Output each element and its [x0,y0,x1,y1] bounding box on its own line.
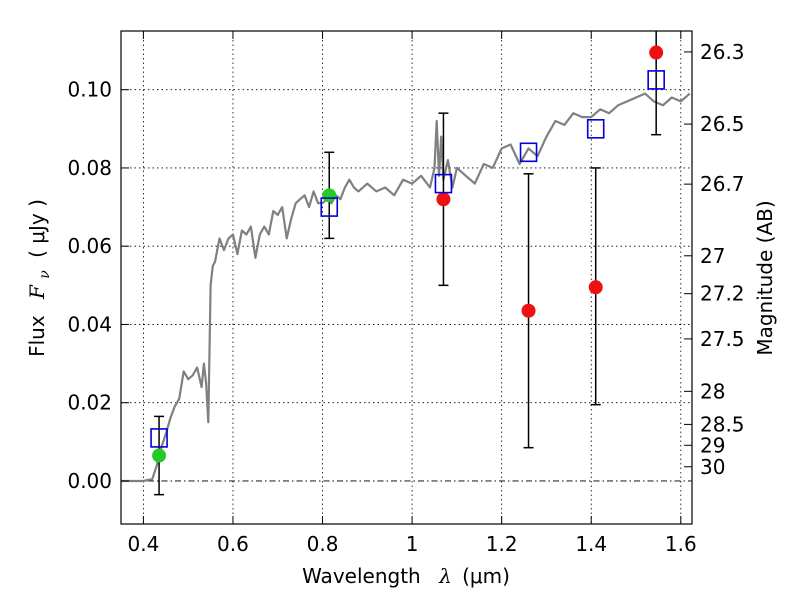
x-axis-symbol: λ [438,564,452,588]
magnitude-tick-label: 30 [700,455,725,479]
x-tick-label: 1 [406,532,419,556]
y-tick-label: 0.06 [67,234,112,258]
data-point [649,45,664,60]
y-axis-subscript: ν [37,270,53,279]
magnitude-tick-label: 28 [700,379,725,403]
y-tick-label: 0.02 [67,391,112,415]
data-point [436,192,451,207]
magnitude-tick-label: 27 [700,244,725,268]
y-axis-unit: ( μJy ) [25,199,49,258]
x-tick-label: 1.2 [486,532,518,556]
model-photometry-square [150,428,168,448]
y-tick-label: 0.08 [67,156,112,180]
data-markers [150,45,665,463]
x-axis-label: Wavelength λ (μm) [302,564,510,588]
x-axis-ticks: 0.4 0.6 0.8 1 1.2 1.4 1.6 [127,31,697,556]
x-axis-label-text: Wavelength [302,564,421,588]
x-tick-label: 1.6 [665,532,697,556]
model-photometry-square [647,70,665,90]
y-tick-label: 0.04 [67,312,112,336]
magnitude-tick-label: 27.2 [700,282,745,306]
magnitude-tick-label: 27.5 [700,327,745,351]
x-tick-label: 1.4 [575,532,607,556]
x-tick-label: 0.4 [127,532,159,556]
magnitude-tick-label: 29 [700,433,725,457]
magnitude-tick-label: 26.3 [700,40,745,64]
data-point [521,303,536,318]
y-tick-label: 0.10 [67,78,112,102]
plot-frame [120,30,693,525]
magnitude-tick-label: 26.7 [700,172,745,196]
magnitude-tick-label: 28.5 [700,412,745,436]
x-tick-label: 0.8 [307,532,339,556]
model-spectrum [121,92,691,483]
model-photometry-square [586,119,605,139]
data-point [588,280,603,295]
model-photometry-square [320,197,339,217]
data-point [152,448,167,463]
x-axis-unit: (μm) [462,564,510,588]
y-tick-label: 0.00 [67,469,112,493]
y-axis-label-text: Flux [25,315,49,357]
model-spectrum-line [121,92,691,483]
magnitude-tick-label: 26.5 [700,112,745,136]
data-point [322,188,337,203]
x-tick-label: 0.6 [217,532,249,556]
plot-background [121,31,692,524]
model-photometry-square [519,142,538,163]
magnitude-axis-label: Magnitude (AB) [753,200,777,355]
y-axis-symbol: F [25,284,49,300]
y-axis-label: Flux F ν ( μJy ) [25,199,54,357]
model-photometry-square [434,173,453,194]
y-axis-ticks: 0.00 0.02 0.04 0.06 0.08 0.10 [67,78,129,493]
grid-lines [121,31,692,524]
